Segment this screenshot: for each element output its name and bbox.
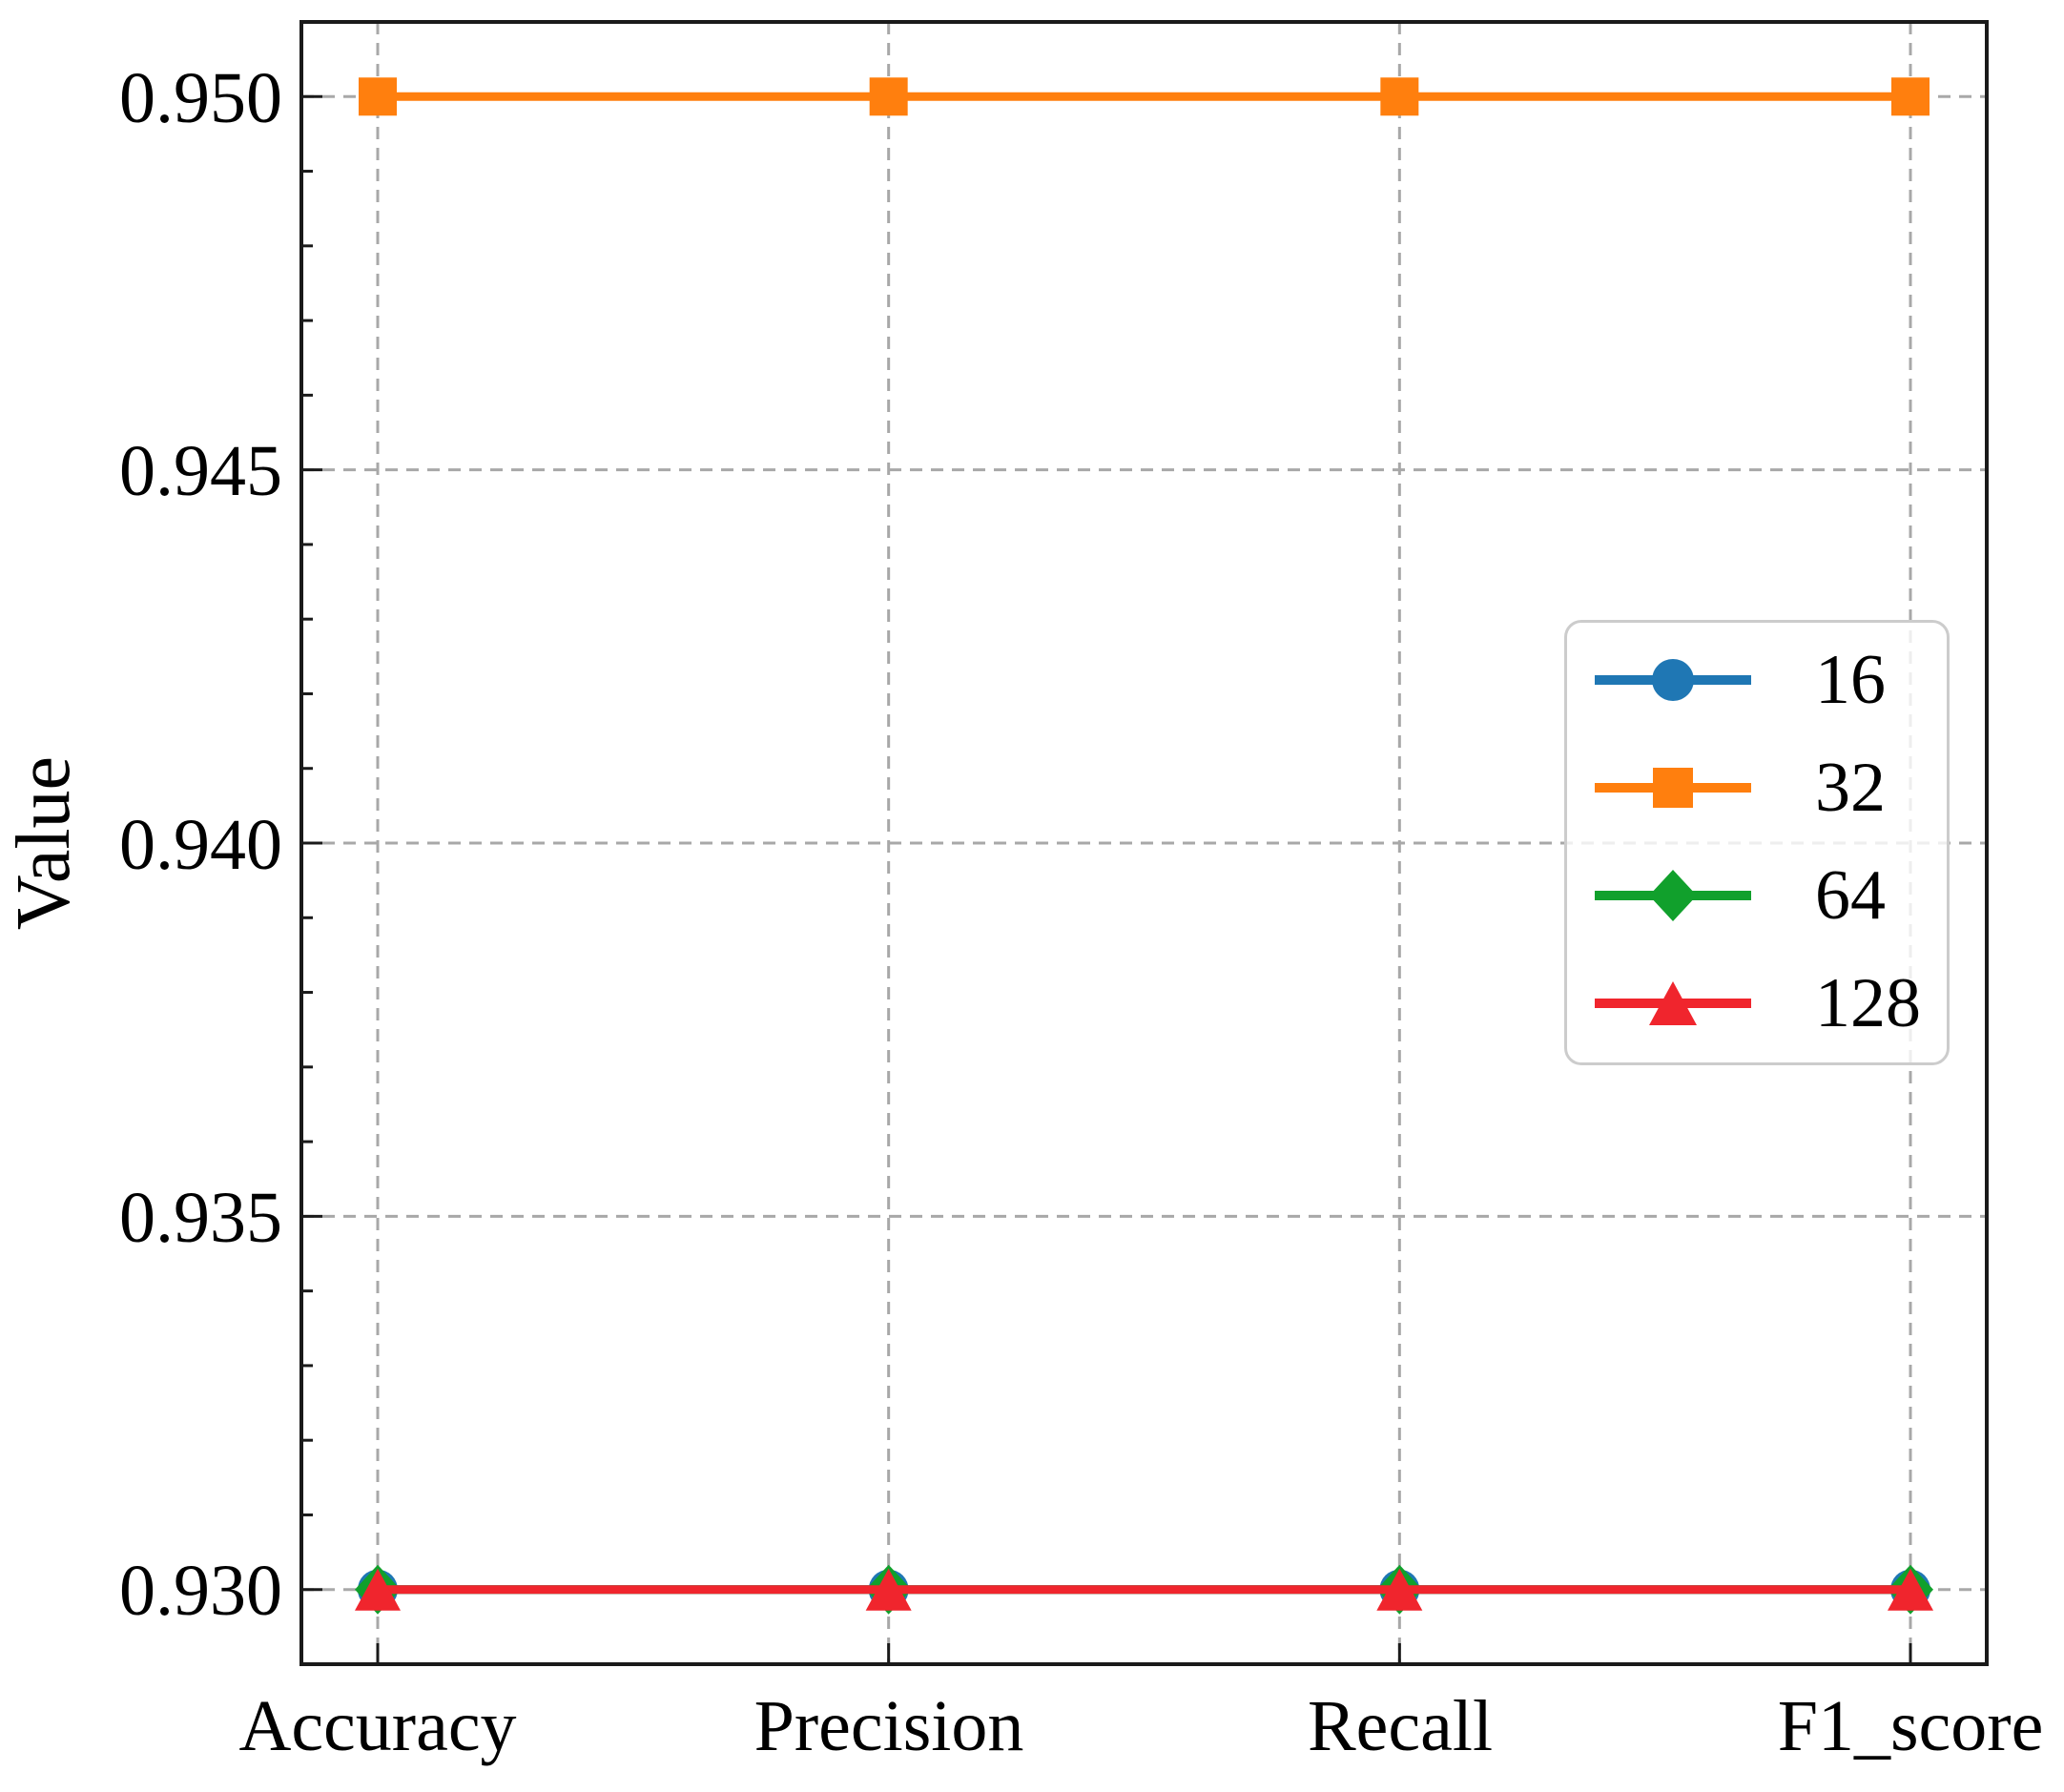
legend-item: 32 [1567,733,1947,841]
legend-circle-marker-icon [1595,658,1751,701]
legend-item: 16 [1567,626,1947,733]
y-tick-label: 0.945 [119,431,282,511]
y-tick-label: 0.940 [119,805,282,885]
y-tick-label: 0.950 [119,58,282,138]
x-tick-label: F1_score [1777,1686,2044,1766]
legend-diamond-marker-icon [1595,869,1751,921]
legend-item: 64 [1567,841,1947,949]
x-tick-label: Recall [1307,1686,1494,1766]
y-tick-label: 0.930 [119,1551,282,1631]
legend-label: 128 [1815,963,1921,1042]
legend-label: 16 [1815,640,1886,719]
legend-triangle-marker-icon [1595,980,1751,1025]
y-tick-label: 0.935 [119,1178,282,1258]
legend-label: 32 [1815,748,1886,827]
legend-square-marker-icon [1595,767,1751,808]
x-tick-label: Precision [753,1686,1024,1766]
legend-item: 128 [1567,949,1947,1057]
x-tick-label: Accuracy [238,1686,517,1766]
legend-label: 64 [1815,855,1886,935]
legend: 16 32 64 128 [1564,620,1950,1065]
